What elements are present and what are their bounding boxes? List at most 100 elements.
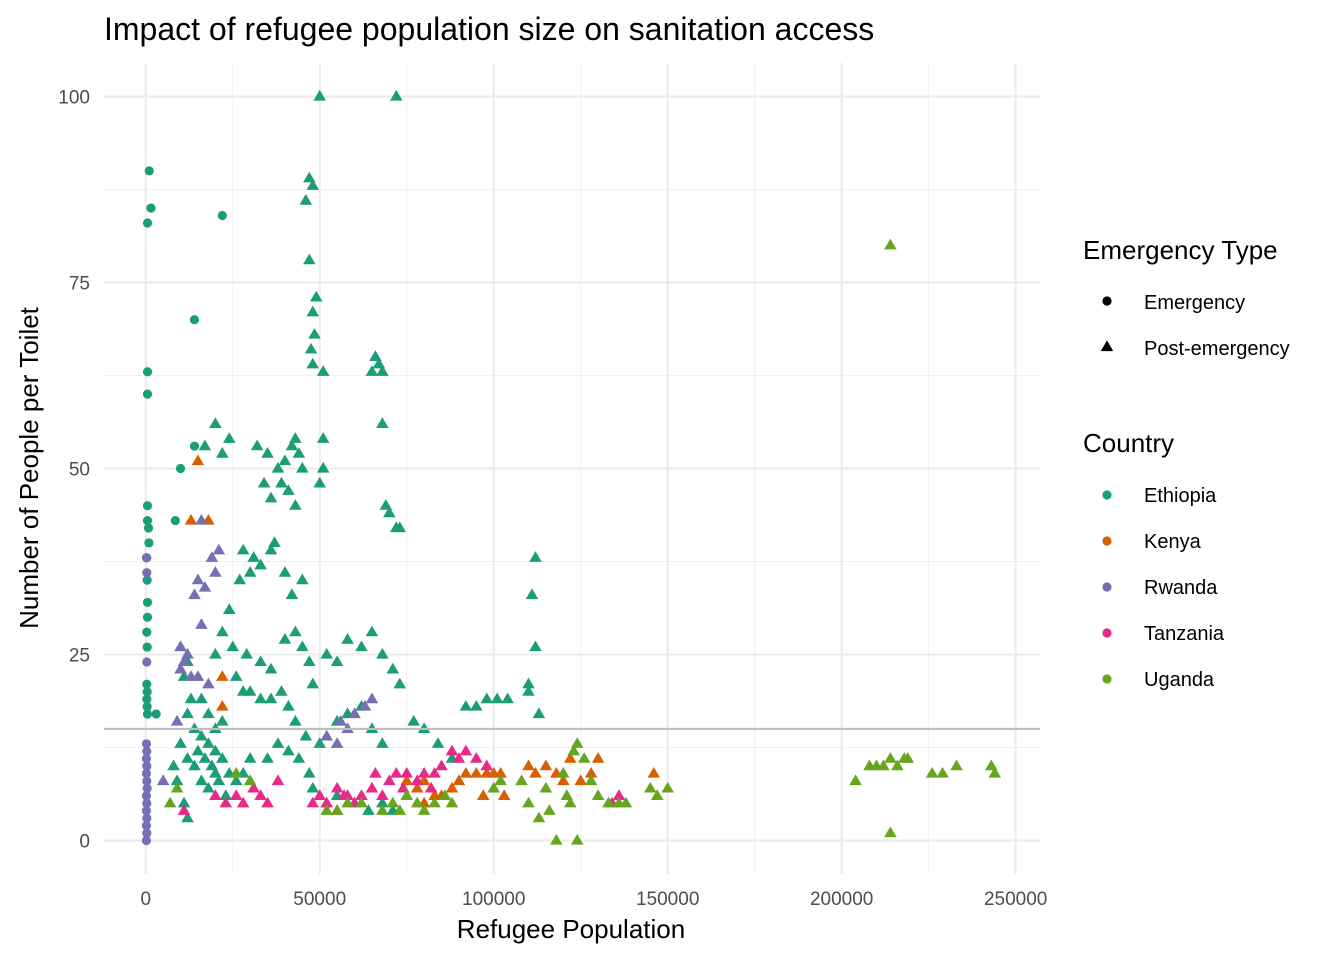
point-ethiopia-post-emergency xyxy=(306,677,320,689)
point-uganda-post-emergency xyxy=(570,737,584,748)
point-uganda-post-emergency xyxy=(884,752,897,763)
point-uganda-post-emergency xyxy=(428,796,441,808)
point-ethiopia-post-emergency xyxy=(195,774,208,786)
point-ethiopia-post-emergency xyxy=(188,759,201,771)
point-kenya-post-emergency xyxy=(410,781,424,793)
point-uganda-post-emergency xyxy=(988,766,1002,778)
point-rwanda-emergency xyxy=(142,783,152,794)
point-ethiopia-post-emergency xyxy=(205,759,219,771)
point-uganda-post-emergency xyxy=(494,774,507,786)
point-uganda-post-emergency xyxy=(650,789,664,800)
point-uganda-post-emergency xyxy=(560,789,574,800)
point-ethiopia-post-emergency xyxy=(181,752,194,763)
point-ethiopia-post-emergency xyxy=(271,461,285,473)
point-ethiopia-post-emergency xyxy=(304,342,318,354)
point-ethiopia-post-emergency xyxy=(316,432,330,443)
shape-legend-items: Emergency Post-emergency xyxy=(1100,292,1290,360)
point-rwanda-post-emergency xyxy=(188,588,201,600)
point-ethiopia-post-emergency xyxy=(233,573,246,585)
point-uganda-post-emergency xyxy=(550,833,563,845)
point-tanzania-post-emergency xyxy=(410,774,424,786)
point-ethiopia-post-emergency xyxy=(264,543,278,555)
point-tanzania-post-emergency xyxy=(306,796,320,808)
point-uganda-post-emergency xyxy=(936,766,949,778)
point-tanzania-post-emergency xyxy=(341,789,354,800)
point-ethiopia-post-emergency xyxy=(212,774,226,786)
point-tanzania-post-emergency xyxy=(355,789,368,800)
point-uganda-post-emergency xyxy=(400,789,413,800)
point-ethiopia-post-emergency xyxy=(257,476,271,488)
point-uganda-post-emergency xyxy=(515,774,528,786)
point-ethiopia-post-emergency xyxy=(320,647,333,659)
point-uganda-post-emergency xyxy=(644,781,657,793)
point-ethiopia-post-emergency xyxy=(282,484,295,495)
point-rwanda-emergency xyxy=(142,761,152,771)
point-rwanda-post-emergency xyxy=(209,566,222,577)
point-ethiopia-post-emergency xyxy=(365,625,379,637)
point-rwanda-post-emergency xyxy=(341,722,354,734)
point-tanzania-post-emergency xyxy=(428,766,441,778)
point-ethiopia-post-emergency xyxy=(525,588,539,600)
point-kenya-post-emergency xyxy=(216,699,229,711)
point-ethiopia-post-emergency xyxy=(271,737,285,748)
point-rwanda-emergency xyxy=(142,776,152,786)
point-ethiopia-post-emergency xyxy=(379,499,393,510)
point-ethiopia-post-emergency xyxy=(167,759,180,771)
point-uganda-post-emergency xyxy=(539,781,553,793)
point-ethiopia-post-emergency xyxy=(407,714,420,726)
point-ethiopia-post-emergency xyxy=(261,447,274,458)
point-ethiopia-post-emergency xyxy=(219,789,233,800)
point-tanzania-post-emergency xyxy=(369,766,382,778)
point-ethiopia-post-emergency xyxy=(470,699,483,711)
point-uganda-post-emergency xyxy=(849,774,862,786)
point-ethiopia-emergency xyxy=(144,538,154,548)
shape-legend-title: Emergency Type xyxy=(1083,235,1278,265)
point-ethiopia-post-emergency xyxy=(306,305,320,317)
y-axis-ticks: 0 25 50 75 100 xyxy=(58,87,90,852)
point-ethiopia-post-emergency xyxy=(170,774,184,786)
point-ethiopia-post-emergency xyxy=(216,752,229,763)
point-ethiopia-post-emergency xyxy=(254,558,267,570)
point-ethiopia-post-emergency xyxy=(299,729,313,741)
point-ethiopia-emergency xyxy=(142,642,152,652)
point-kenya-post-emergency xyxy=(591,752,605,763)
point-ethiopia-post-emergency xyxy=(362,804,375,815)
point-uganda-post-emergency xyxy=(487,781,500,793)
point-ethiopia-post-emergency xyxy=(229,774,243,786)
point-ethiopia-emergency xyxy=(142,515,153,526)
point-ethiopia-post-emergency xyxy=(177,796,191,808)
point-tanzania-post-emergency xyxy=(254,789,267,800)
point-rwanda-post-emergency xyxy=(202,677,215,689)
point-ethiopia-post-emergency xyxy=(216,447,229,458)
grid xyxy=(104,63,1040,874)
point-uganda-post-emergency xyxy=(522,796,535,808)
point-ethiopia-post-emergency xyxy=(209,744,222,756)
point-rwanda-post-emergency xyxy=(156,774,170,786)
point-ethiopia-post-emergency xyxy=(264,692,278,704)
point-ethiopia-post-emergency xyxy=(226,640,240,652)
point-ethiopia-emergency xyxy=(142,597,153,608)
point-ethiopia-post-emergency xyxy=(268,536,281,547)
point-tanzania-post-emergency xyxy=(236,796,250,808)
point-uganda-post-emergency xyxy=(557,766,570,778)
x-tick-label: 100000 xyxy=(462,889,525,910)
point-ethiopia-post-emergency xyxy=(313,737,327,748)
point-uganda-post-emergency xyxy=(925,766,939,778)
legend-label: Post-emergency xyxy=(1144,338,1290,360)
point-ethiopia-post-emergency xyxy=(365,365,379,376)
point-ethiopia-post-emergency xyxy=(289,625,302,637)
point-tanzania-post-emergency xyxy=(445,744,459,756)
point-rwanda-emergency xyxy=(141,754,152,764)
point-uganda-post-emergency xyxy=(985,759,998,771)
point-uganda-post-emergency xyxy=(563,796,577,808)
legend-key-circle xyxy=(1102,296,1112,306)
point-ethiopia-post-emergency xyxy=(181,811,194,823)
point-kenya-post-emergency xyxy=(529,766,542,778)
legend-key-tanzania xyxy=(1102,628,1112,638)
point-ethiopia-emergency xyxy=(142,694,152,704)
point-ethiopia-post-emergency xyxy=(209,766,222,778)
point-kenya-post-emergency xyxy=(477,789,490,800)
point-ethiopia-post-emergency xyxy=(209,647,222,659)
point-ethiopia-post-emergency xyxy=(372,357,386,369)
